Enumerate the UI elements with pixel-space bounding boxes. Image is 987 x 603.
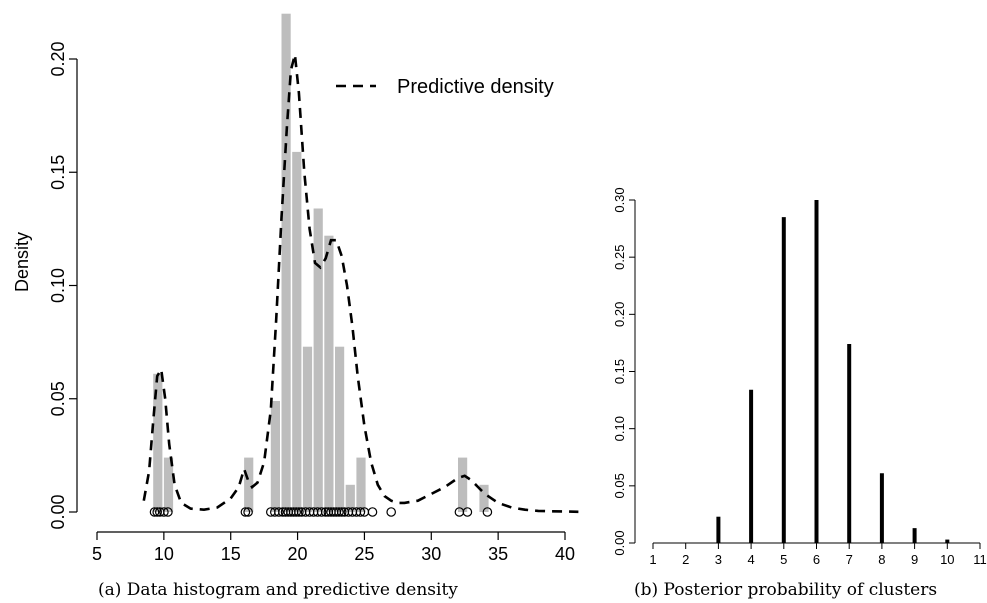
x-tick-label: 4 [747,552,754,567]
y-tick-label: 0.15 [48,155,68,190]
y-tick-label: 0.15 [612,359,627,384]
x-tick-label: 3 [715,552,722,567]
x-tick-label: 30 [421,544,441,564]
data-rug-points [149,507,493,517]
x-tick-label: 10 [154,544,174,564]
panel-a-histogram-density: 5 10 15 20 25 30 35 40 0.00 0.05 0.10 0.15 0.20 Den… [12,13,579,600]
rug-point [163,507,173,517]
x-tick-label: 2 [682,552,689,567]
x-tick-label: 15 [221,544,241,564]
rug-point [243,507,253,517]
histogram-bar [163,457,174,512]
y-tick-label: 0.25 [612,245,627,270]
panel-b-cluster-probability: 1 2 3 4 5 6 7 8 9 10 11 0.000.050.100.150.200.250.… [612,187,987,600]
x-tick-label: 10 [940,552,954,567]
histogram-bar [458,457,468,512]
rug-point [336,507,347,517]
y-axis: 0.00 0.05 0.10 0.15 0.20 [48,41,78,530]
x-tick-label: 35 [488,544,508,564]
histogram-bar [281,13,291,512]
x-tick-label: 6 [813,552,820,567]
rug-point [294,507,304,517]
histogram-bar [153,373,163,512]
x-axis: 5 10 15 20 25 30 35 40 [92,531,575,564]
y-tick-label: 0.30 [612,187,627,212]
y-tick-label: 0.00 [48,494,68,529]
x-tick-label: 5 [92,544,102,564]
rug-point [152,507,162,517]
histogram-bar [335,346,345,512]
histogram-bar [292,151,302,512]
rug-point [462,507,473,517]
legend: Predictive density [336,76,554,98]
histogram-bar [356,457,366,512]
histogram-bars [153,13,489,512]
y-tick-label: 0.00 [612,530,627,555]
x-tick-label: 20 [288,544,308,564]
y-tick-label: 0.20 [612,302,627,327]
x-tick-label: 8 [878,552,885,567]
histogram-bar [313,208,323,512]
rug-point [240,507,251,517]
rug-point [274,507,284,517]
rug-point [386,507,396,517]
histogram-bar [324,235,334,512]
histogram-bar [479,484,489,512]
panel-a-caption: (a) Data histogram and predictive densit… [98,580,458,600]
x-tick-label: 9 [911,552,918,567]
rug-point [355,507,366,517]
panel-b-caption: (b) Posterior probability of clusters [634,580,937,600]
rug-point [291,507,301,517]
rug-point [334,507,344,517]
rug-point [482,507,493,517]
probability-bars [716,200,950,543]
x-axis: 1 2 3 4 5 6 7 8 9 10 11 [649,542,987,567]
y-tick-label: 0.05 [48,381,68,416]
x-tick-label: 1 [649,552,656,567]
histogram-bar [244,457,254,512]
y-axis-label: Density [12,232,32,292]
rug-point [159,507,169,517]
y-tick-label: 0.10 [48,268,68,303]
y-tick-label: 0.05 [612,473,627,498]
predictive-density-line [142,54,579,514]
x-tick-label: 25 [354,544,374,564]
y-tick-label: 0.10 [612,416,627,441]
histogram-bar [345,484,355,512]
histogram-bar [302,346,313,512]
x-tick-label: 5 [780,552,787,567]
histogram-bar [270,401,280,512]
y-axis: 0.00 0.05 0.10 0.15 0.20 0.25 0.30 [612,187,636,556]
x-tick-label: 11 [973,552,987,567]
y-tick-label: 0.20 [48,41,68,76]
rug-point [316,507,327,517]
x-tick-label: 40 [555,544,575,564]
x-tick-label: 7 [846,552,853,567]
rug-point [149,507,160,517]
legend-label-predictive-density: Predictive density [397,76,554,98]
rug-point [367,507,378,517]
